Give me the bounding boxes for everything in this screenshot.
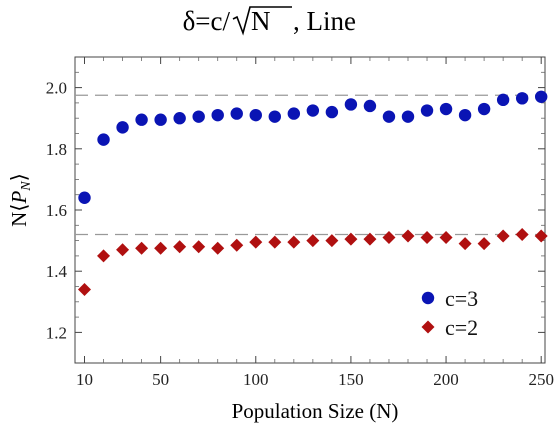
data-point-circle (458, 108, 472, 122)
data-point-circle (211, 108, 224, 122)
y-axis-label-var: P (7, 191, 31, 205)
y-tick-label: 1.4 (46, 262, 68, 281)
data-point-circle (154, 113, 167, 126)
data-point-diamond (173, 240, 187, 254)
y-tick-label: 1.6 (46, 201, 67, 220)
x-tick-label: 250 (528, 370, 554, 389)
x-tick-label: 150 (338, 370, 364, 389)
data-point-diamond (534, 229, 548, 243)
data-point-diamond (496, 229, 510, 243)
chart-title: δ=c/ N , Line (183, 6, 356, 36)
data-point-diamond (515, 227, 529, 241)
data-point-diamond (477, 237, 491, 251)
data-point-diamond (97, 249, 111, 263)
data-point-circle (401, 110, 415, 123)
data-point-diamond (344, 232, 358, 246)
data-point-circle (192, 110, 205, 123)
x-axis-label: Population Size (N) (232, 399, 399, 423)
data-point-circle (477, 102, 491, 116)
data-point-circle (439, 102, 453, 116)
legend-marker-diamond (421, 320, 435, 334)
data-point-diamond (230, 238, 244, 252)
data-point-circle (420, 104, 434, 117)
data-point-diamond (382, 231, 396, 245)
data-point-diamond (325, 234, 339, 248)
data-point-diamond (420, 231, 434, 245)
data-point-circle (116, 121, 129, 134)
data-point-diamond (211, 241, 225, 255)
chart-title-suffix: , Line (293, 6, 356, 36)
data-point-circle (382, 110, 396, 123)
data-point-diamond (116, 243, 130, 257)
data-point-circle (249, 108, 262, 122)
data-point-circle (268, 110, 281, 123)
data-point-diamond (363, 232, 377, 246)
data-point-diamond (249, 235, 263, 249)
y-axis-label-sub: N (19, 181, 34, 192)
data-point-diamond (135, 241, 149, 255)
svg-text:N⟨PN⟩: N⟨PN⟩ (7, 173, 34, 227)
y-tick-label: 1.8 (46, 140, 67, 159)
data-point-diamond (306, 234, 320, 248)
data-point-circle (344, 98, 358, 111)
y-axis-label: N⟨PN⟩ (7, 173, 34, 227)
data-point-diamond (78, 283, 92, 297)
legend-marker-circle (421, 291, 435, 305)
data-point-circle (306, 104, 320, 117)
data-point-circle (230, 107, 243, 120)
data-point-diamond (154, 241, 168, 255)
chart-title-prefix: δ=c/ (183, 6, 231, 36)
data-point-diamond (401, 229, 415, 243)
data-point-diamond (268, 235, 282, 249)
data-point-diamond (192, 240, 206, 254)
data-point-circle (325, 105, 339, 119)
y-tick-label: 1.2 (46, 323, 67, 342)
data-point-circle (515, 92, 529, 105)
plot-area: 10 50 100 150 200 250 1.2 1.4 1.6 1.8 2.0 c=3 c=2 (46, 56, 554, 389)
x-tick-label: 10 (76, 370, 93, 389)
data-point-diamond (458, 237, 472, 251)
data-point-circle (97, 133, 110, 146)
legend-label: c=2 (445, 315, 478, 340)
chart-title-radical-sign (232, 6, 292, 36)
data-point-circle (363, 99, 377, 113)
chart-title-radicand: N (251, 6, 271, 36)
data-point-circle (534, 90, 548, 103)
data-point-diamond (439, 231, 453, 245)
data-point-diamond (287, 235, 301, 249)
x-tick-label: 100 (243, 370, 269, 389)
legend-label: c=3 (445, 286, 478, 311)
data-point-circle (173, 112, 186, 125)
data-point-circle (287, 107, 301, 120)
y-tick-label: 2.0 (46, 79, 67, 98)
y-axis-label-prefix: N⟨ (7, 204, 31, 227)
data-point-circle (135, 113, 148, 126)
x-tick-label: 50 (152, 370, 169, 389)
data-point-circle (496, 93, 510, 107)
data-point-circle (78, 191, 91, 204)
y-axis-label-suffix: ⟩ (7, 173, 31, 181)
x-tick-label: 200 (433, 370, 459, 389)
